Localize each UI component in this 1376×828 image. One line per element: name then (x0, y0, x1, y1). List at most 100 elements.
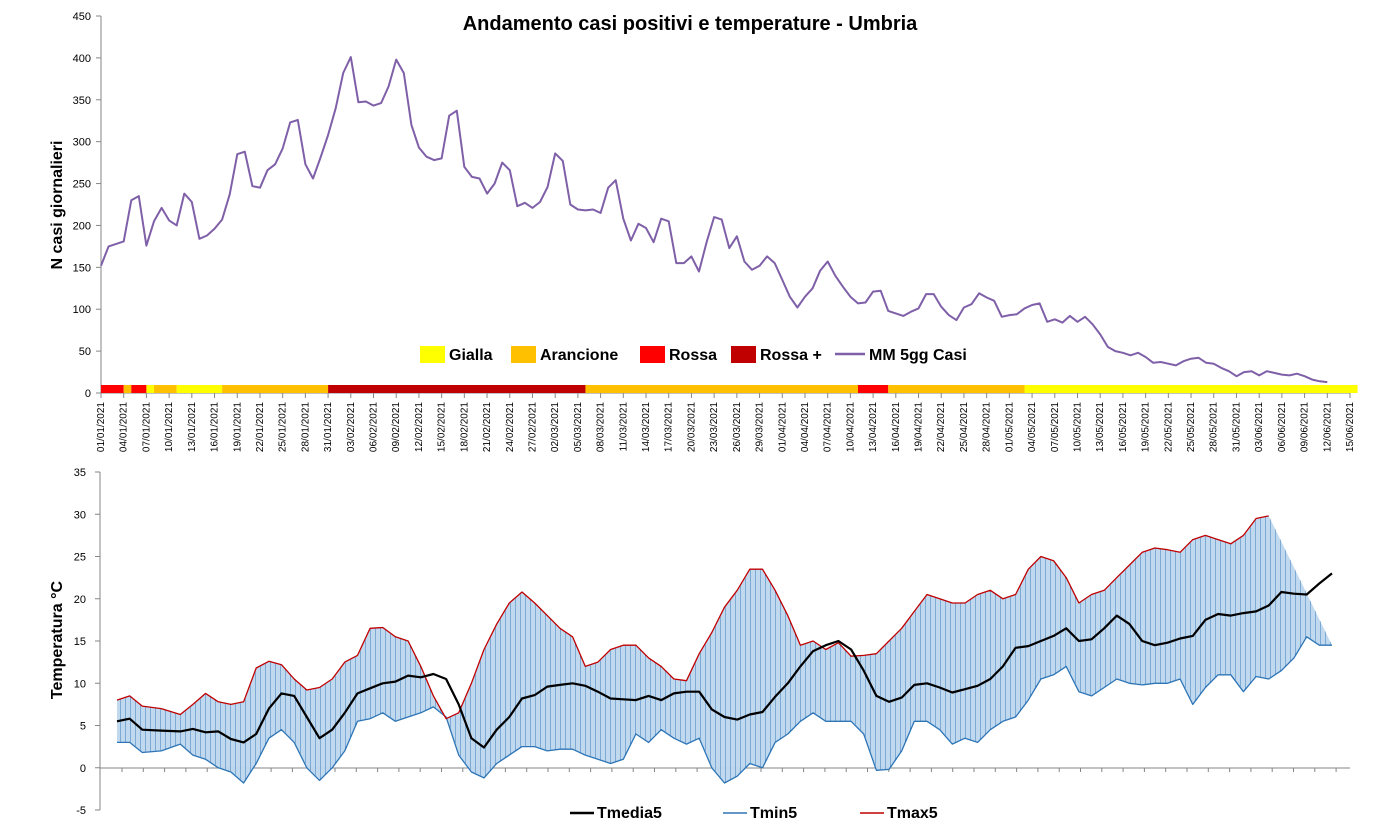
top-x-tick-label: 18/02/2021 (459, 402, 470, 452)
top-x-tick-label: 07/05/2021 (1050, 402, 1061, 452)
top-x-tick-label: 10/01/2021 (164, 402, 175, 452)
top-x-tick-label: 05/03/2021 (573, 402, 584, 452)
top-x-tick-label: 13/05/2021 (1095, 402, 1106, 452)
top-series (100, 56, 1328, 384)
top-x-tick-label: 25/05/2021 (1186, 402, 1197, 452)
zone-segment (857, 385, 889, 393)
bottom-y-tick-label: 20 (74, 594, 86, 606)
temperature-band (117, 515, 1332, 783)
zone-segment (101, 385, 124, 393)
top-x-tick-label: 31/05/2021 (1231, 402, 1242, 452)
top-x-tick-label: 31/01/2021 (323, 402, 334, 452)
top-x-tick-label: 16/04/2021 (891, 402, 902, 452)
top-y-axis-label: N casi giornalieri (49, 141, 66, 270)
top-x-tick-label: 03/02/2021 (346, 402, 357, 452)
top-x-tick-label: 23/03/2021 (709, 402, 720, 452)
top-x-tick-label: 01/05/2021 (1004, 402, 1015, 452)
top-x-tick-label: 25/01/2021 (278, 402, 289, 452)
top-x-tick-label: 22/05/2021 (1163, 402, 1174, 452)
top-x-tick-label: 13/01/2021 (187, 402, 198, 452)
legend-label-tmax5: Tmax5 (887, 805, 938, 822)
zone-segment (146, 385, 154, 393)
bottom-y-tick-label: 30 (74, 509, 86, 521)
bottom-y-ticks: -5 0 5 10 15 20 25 30 35 (74, 467, 100, 817)
top-x-tick-label: 28/05/2021 (1209, 402, 1220, 452)
top-y-tick-label: 150 (73, 262, 91, 274)
top-x-ticks: 01/01/2021 04/01/2021 07/01/2021 10/01/2021… (96, 393, 1356, 452)
zone-segment (131, 385, 147, 393)
legend-label-tmedia5: Tmedia5 (597, 805, 662, 822)
bottom-y-tick-label: -5 (76, 805, 86, 817)
top-x-tick-label: 10/04/2021 (845, 402, 856, 452)
top-x-tick-label: 26/03/2021 (732, 402, 743, 452)
top-x-tick-label: 28/01/2021 (300, 402, 311, 452)
legend-label-arancione: Arancione (540, 347, 618, 364)
top-x-tick-label: 09/06/2021 (1300, 402, 1311, 452)
top-x-tick-label: 07/01/2021 (141, 402, 152, 452)
zone-segment (585, 385, 858, 393)
top-x-tick-label: 15/02/2021 (437, 402, 448, 452)
top-x-tick-label: 06/02/2021 (369, 402, 380, 452)
series-line-tmedia5 (116, 572, 1333, 749)
legend-label-rossa-plus: Rossa + (760, 347, 822, 364)
zone-segment (888, 385, 1025, 393)
top-x-tick-label: 19/01/2021 (232, 402, 243, 452)
top-x-tick-label: 07/04/2021 (823, 402, 834, 452)
top-x-tick-label: 16/05/2021 (1118, 402, 1129, 452)
top-x-tick-label: 16/01/2021 (210, 402, 221, 452)
legend-label-mm5: MM 5gg Casi (869, 347, 967, 364)
top-y-tick-label: 250 (73, 179, 91, 191)
top-y-tick-label: 350 (73, 95, 91, 107)
bottom-series (116, 515, 1333, 784)
legend-swatch-gialla (420, 346, 445, 363)
top-y-tick-label: 100 (73, 304, 91, 316)
top-x-tick-label: 29/03/2021 (755, 402, 766, 452)
legend-label-tmin5: Tmin5 (750, 805, 797, 822)
top-x-tick-label: 14/03/2021 (641, 402, 652, 452)
bottom-legend: Tmedia5 Tmin5 Tmax5 (570, 805, 938, 822)
top-x-tick-label: 01/04/2021 (777, 402, 788, 452)
top-x-tick-label: 19/04/2021 (914, 402, 925, 452)
top-x-tick-label: 12/06/2021 (1322, 402, 1333, 452)
top-x-tick-label: 02/03/2021 (550, 402, 561, 452)
top-y-tick-label: 300 (73, 137, 91, 149)
series-line-tmax5 (116, 515, 1269, 720)
series-line-tmin5 (117, 636, 1332, 784)
top-x-tick-label: 19/05/2021 (1141, 402, 1152, 452)
zone-segment (328, 385, 586, 393)
zone-band (101, 385, 1358, 393)
top-x-tick-label: 08/03/2021 (596, 402, 607, 452)
top-x-tick-label: 21/02/2021 (482, 402, 493, 452)
legend-label-gialla: Gialla (449, 347, 493, 364)
chart-title: Andamento casi positivi e temperature - … (463, 13, 918, 35)
top-x-tick-label: 10/05/2021 (1072, 402, 1083, 452)
top-x-tick-label: 25/04/2021 (959, 402, 970, 452)
zone-segment (222, 385, 329, 393)
series-line-mm5 (100, 56, 1328, 384)
top-x-tick-label: 04/05/2021 (1027, 402, 1038, 452)
legend-swatch-arancione (511, 346, 536, 363)
top-x-tick-label: 12/02/2021 (414, 402, 425, 452)
bottom-y-tick-label: 25 (74, 552, 86, 564)
top-y-tick-label: 200 (73, 220, 91, 232)
top-x-tick-label: 15/06/2021 (1345, 402, 1356, 452)
top-x-tick-label: 20/03/2021 (686, 402, 697, 452)
legend-label-rossa: Rossa (669, 347, 717, 364)
top-x-tick-label: 13/04/2021 (868, 402, 879, 452)
top-x-tick-label: 17/03/2021 (664, 402, 675, 452)
top-y-ticks: 0 50 100 150 200 250 300 350 400 450 (73, 11, 101, 400)
bottom-y-tick-label: 35 (74, 467, 86, 479)
top-x-tick-label: 27/02/2021 (527, 402, 538, 452)
top-y-tick-label: 450 (73, 11, 91, 23)
top-x-tick-label: 04/01/2021 (119, 402, 130, 452)
zone-segment (1024, 385, 1358, 393)
bottom-y-tick-label: 15 (74, 636, 86, 648)
top-y-tick-label: 50 (79, 346, 91, 358)
bottom-y-tick-label: 0 (80, 763, 86, 775)
bottom-y-tick-label: 5 (80, 721, 86, 733)
top-x-tick-label: 06/06/2021 (1277, 402, 1288, 452)
zone-segment (123, 385, 132, 393)
legend-swatch-rossa-plus (731, 346, 756, 363)
zone-segment (153, 385, 177, 393)
